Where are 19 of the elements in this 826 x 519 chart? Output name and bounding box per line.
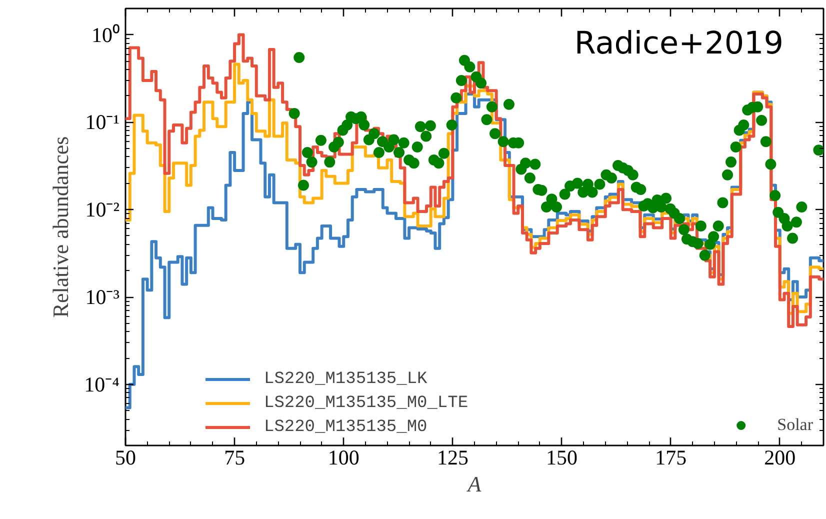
y-tick-label: 10⁻³ (85, 285, 120, 310)
x-tick-label: 200 (764, 446, 796, 470)
x-tick-label: 50 (115, 446, 136, 470)
y-tick-label: 10⁰ (92, 22, 120, 47)
annotation: Radice+2019 (574, 26, 784, 62)
x-tick-label: 175 (655, 446, 687, 470)
x-axis-title: A (466, 472, 482, 496)
legend-label: Solar (777, 415, 813, 435)
x-tick-label: 100 (328, 446, 360, 470)
y-tick-label: 10⁻¹ (85, 110, 120, 134)
y-tick-label: 10⁻⁴ (84, 372, 120, 396)
y-tick-label: 10⁻² (85, 198, 120, 222)
x-tick-label: 75 (224, 446, 246, 470)
legend-label: LS220_M135135_LK (264, 370, 428, 388)
x-tick-label: 150 (546, 446, 578, 470)
x-tick-label: 125 (436, 446, 468, 470)
legend-label: LS220_M135135_M0_LTE (264, 394, 468, 412)
y-axis-title: Relative abundances (48, 136, 74, 318)
legend-label: LS220_M135135_M0 (264, 418, 428, 436)
